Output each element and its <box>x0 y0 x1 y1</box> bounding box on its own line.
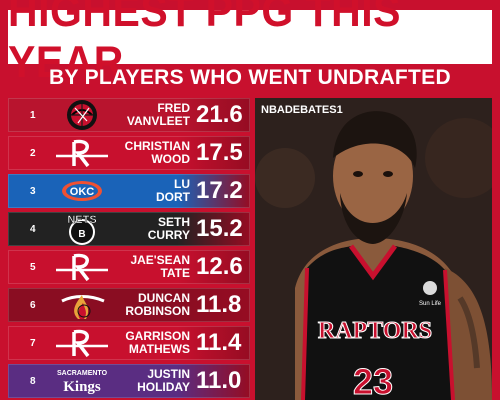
page-title: HIGHEST PPG THIS YEAR <box>8 0 401 87</box>
svg-text:NETS: NETS <box>67 214 96 226</box>
svg-text:Kings: Kings <box>63 379 101 395</box>
rockets-logo-icon <box>52 136 112 170</box>
thunder-logo-icon: OKC <box>52 174 112 208</box>
list-item: 7 GARRISON MATHEWS 11.4 <box>8 326 250 360</box>
ppg-value: 15.2 <box>196 215 243 242</box>
svg-text:SACRAMENTO: SACRAMENTO <box>57 370 108 377</box>
heat-logo-icon <box>52 288 112 322</box>
raptors-logo-icon <box>52 98 112 132</box>
player-list: 1 FRED VANVLEET 21.6 2 CHRISTIAN WOOD 17… <box>8 98 250 400</box>
player-photo: Sun Life RAPTORS 23 NBADEBATES1 <box>255 98 492 400</box>
svg-text:OKC: OKC <box>70 186 95 198</box>
rank-number: 2 <box>30 147 36 159</box>
player-name: CHRISTIAN WOOD <box>124 139 190 166</box>
player-name: JUSTIN HOLIDAY <box>137 367 190 394</box>
jersey-number: 23 <box>353 361 393 400</box>
player-name: JAE'SEAN TATE <box>130 253 190 280</box>
rank-number: 8 <box>30 375 36 387</box>
page-subtitle: BY PLAYERS WHO WENT UNDRAFTED <box>49 66 451 89</box>
player-name: FRED VANVLEET <box>126 101 190 128</box>
player-name: GARRISON MATHEWS <box>125 329 190 356</box>
sponsor-label: Sun Life <box>419 301 442 307</box>
list-item: 3 OKC LU DORT 17.2 <box>8 174 250 208</box>
svg-text:B: B <box>78 229 85 240</box>
ppg-value: 12.6 <box>196 253 243 280</box>
list-item: 2 CHRISTIAN WOOD 17.5 <box>8 136 250 170</box>
player-name: SETH CURRY <box>147 215 190 242</box>
rockets-logo-icon <box>52 250 112 284</box>
rank-number: 5 <box>30 261 36 273</box>
rockets-logo-icon <box>52 326 112 360</box>
list-item: 4 NETS B SETH CURRY 15.2 <box>8 212 250 246</box>
kings-logo-icon: SACRAMENTO Kings <box>52 364 112 398</box>
ppg-value: 11.4 <box>196 329 242 356</box>
title-banner: HIGHEST PPG THIS YEAR <box>8 0 492 87</box>
ppg-value: 17.5 <box>196 139 243 166</box>
list-item: 6 DUNCAN ROBINSON 11.8 <box>8 288 250 322</box>
jersey-wordmark: RAPTORS <box>318 318 432 344</box>
rank-number: 3 <box>30 185 36 197</box>
player-name: DUNCAN ROBINSON <box>125 291 190 318</box>
rank-number: 4 <box>30 223 36 235</box>
list-item: 1 FRED VANVLEET 21.6 <box>8 98 250 132</box>
ppg-value: 21.6 <box>196 101 243 128</box>
watermark: NBADEBATES1 <box>261 104 343 116</box>
ppg-value: 11.8 <box>196 291 242 318</box>
player-name: LU DORT <box>156 177 190 204</box>
rank-number: 7 <box>30 337 36 349</box>
rank-number: 1 <box>30 109 36 121</box>
nets-logo-icon: NETS B <box>52 212 112 246</box>
ppg-value: 11.0 <box>196 367 242 394</box>
list-item: 8 SACRAMENTO Kings JUSTIN HOLIDAY 11.0 <box>8 364 250 398</box>
rank-number: 6 <box>30 299 36 311</box>
ppg-value: 17.2 <box>196 177 243 204</box>
list-item: 5 JAE'SEAN TATE 12.6 <box>8 250 250 284</box>
